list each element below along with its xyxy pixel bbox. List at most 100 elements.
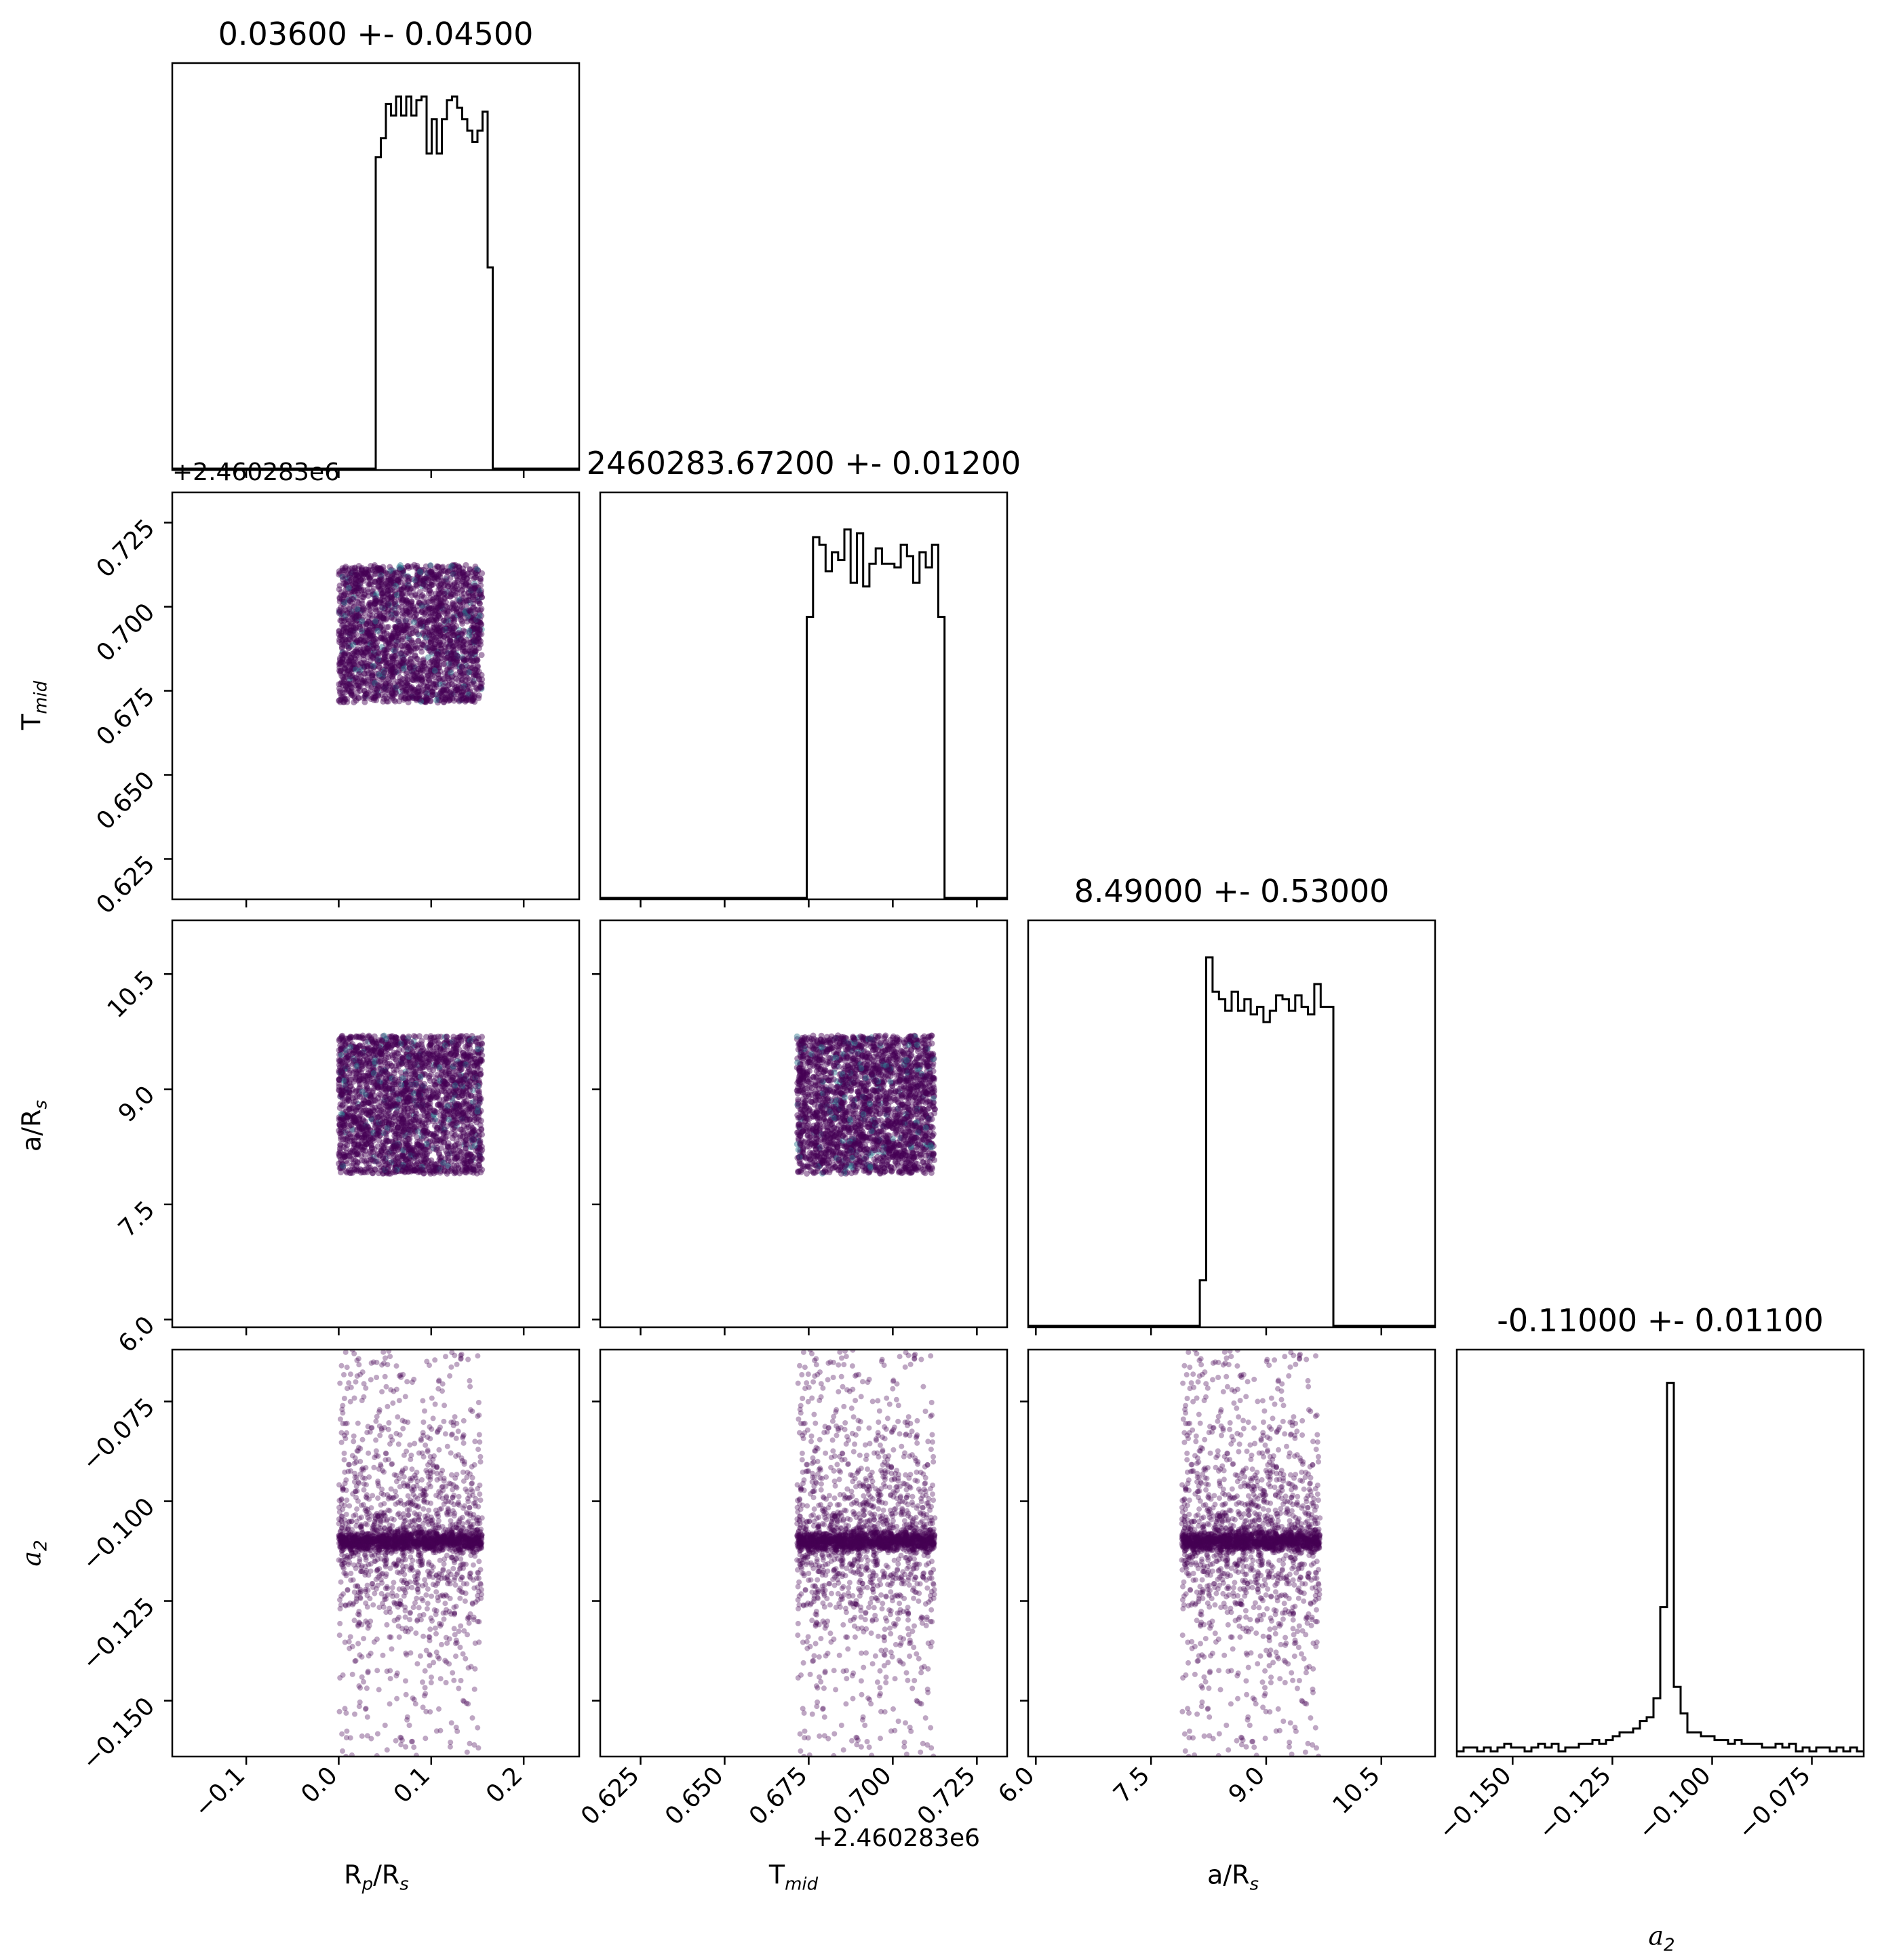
scatter-point	[407, 1098, 413, 1104]
scatter-point	[444, 1059, 450, 1065]
scatter-point	[376, 1103, 382, 1109]
scatter-point	[442, 1085, 448, 1091]
scatter-point	[357, 1094, 363, 1100]
scatter-point	[348, 657, 354, 663]
scatter-point	[408, 671, 414, 678]
scatter-point	[479, 1041, 485, 1047]
scatter-point	[449, 1121, 455, 1127]
scatter-point	[449, 1167, 455, 1173]
scatter-point	[448, 591, 454, 597]
scatter-point	[446, 1070, 452, 1076]
panel-content	[336, 562, 485, 706]
scatter-point	[406, 644, 412, 650]
scatter-rp-ars	[336, 1033, 485, 1177]
scatter-point	[463, 642, 469, 648]
scatter-point	[420, 660, 427, 666]
scatter-point	[459, 1093, 465, 1099]
scatter-point	[365, 654, 371, 660]
scatter-point	[370, 612, 376, 619]
scatter-point	[427, 562, 433, 568]
scatter-point	[438, 1072, 444, 1078]
scatter-point	[395, 1162, 402, 1168]
scatter-point	[375, 692, 381, 698]
scatter-point	[374, 656, 380, 663]
scatter-point	[470, 1104, 476, 1110]
scatter-point	[392, 642, 398, 648]
scatter-point	[427, 1095, 433, 1101]
scatter-point	[385, 602, 391, 608]
scatter-point	[377, 665, 383, 671]
scatter-point	[474, 658, 480, 664]
y-tick-label: 7.5	[113, 1196, 160, 1242]
scatter-point	[439, 1053, 445, 1059]
scatter-point	[440, 1114, 446, 1120]
scatter-point	[387, 1086, 393, 1092]
scatter-point	[379, 604, 385, 610]
scatter-point	[466, 579, 472, 585]
scatter-point	[347, 681, 353, 687]
scatter-point	[383, 616, 389, 623]
scatter-point	[416, 1118, 423, 1124]
panel-tmid-tmid	[600, 492, 1007, 907]
scatter-point	[359, 1135, 366, 1141]
scatter-point	[448, 575, 454, 581]
y-tick-label: 6.0	[113, 1311, 160, 1358]
scatter-point	[350, 1114, 356, 1120]
scatter-point	[452, 566, 458, 572]
scatter-point	[369, 1116, 375, 1122]
scatter-point	[368, 574, 374, 580]
scatter-point	[432, 1063, 438, 1070]
scatter-point	[465, 1050, 471, 1056]
scatter-point	[441, 1097, 447, 1103]
scatter-point	[396, 662, 402, 668]
scatter-point	[339, 623, 345, 629]
scatter-point	[455, 1141, 461, 1147]
scatter-point	[379, 591, 385, 597]
scatter-point	[444, 604, 450, 610]
scatter-point	[470, 696, 476, 702]
scatter-point	[342, 1082, 349, 1088]
y-tick-label: 0.700	[91, 598, 160, 667]
scatter-point	[440, 589, 446, 595]
scatter-point	[371, 1070, 377, 1076]
scatter-point	[360, 1073, 366, 1079]
scatter-point	[477, 576, 483, 582]
scatter-point	[402, 1088, 408, 1094]
scatter-point	[475, 640, 482, 646]
scatter-point	[439, 627, 446, 633]
scatter-point	[411, 1033, 417, 1039]
scatter-point	[418, 645, 424, 651]
scatter-point	[467, 593, 473, 599]
scatter-point	[340, 1144, 347, 1150]
scatter-point	[383, 1149, 389, 1155]
scatter-point	[478, 1118, 484, 1124]
scatter-point	[375, 1151, 381, 1157]
scatter-point	[397, 574, 403, 581]
scatter-point	[465, 570, 471, 576]
scatter-point	[467, 1158, 473, 1164]
scatter-point	[345, 567, 351, 573]
scatter-point	[465, 1168, 471, 1174]
scatter-point	[473, 570, 479, 576]
scatter-point	[437, 1045, 444, 1051]
scatter-point	[468, 1122, 474, 1129]
scatter-point	[445, 1152, 451, 1158]
scatter-point	[461, 1160, 467, 1167]
scatter-point	[404, 1120, 410, 1126]
scatter-point	[428, 590, 434, 596]
scatter-point	[353, 613, 359, 619]
scatter-point	[454, 583, 460, 589]
scatter-point	[373, 1040, 379, 1046]
scatter-point	[388, 633, 394, 639]
scatter-point	[459, 677, 465, 683]
scatter-point	[356, 1078, 362, 1084]
scatter-point	[418, 620, 424, 626]
scatter-point	[458, 636, 464, 642]
scatter-point	[347, 1048, 353, 1055]
scatter-point	[467, 1087, 473, 1093]
scatter-point	[337, 661, 343, 667]
scatter-point	[430, 1051, 436, 1057]
scatter-point	[445, 654, 451, 660]
